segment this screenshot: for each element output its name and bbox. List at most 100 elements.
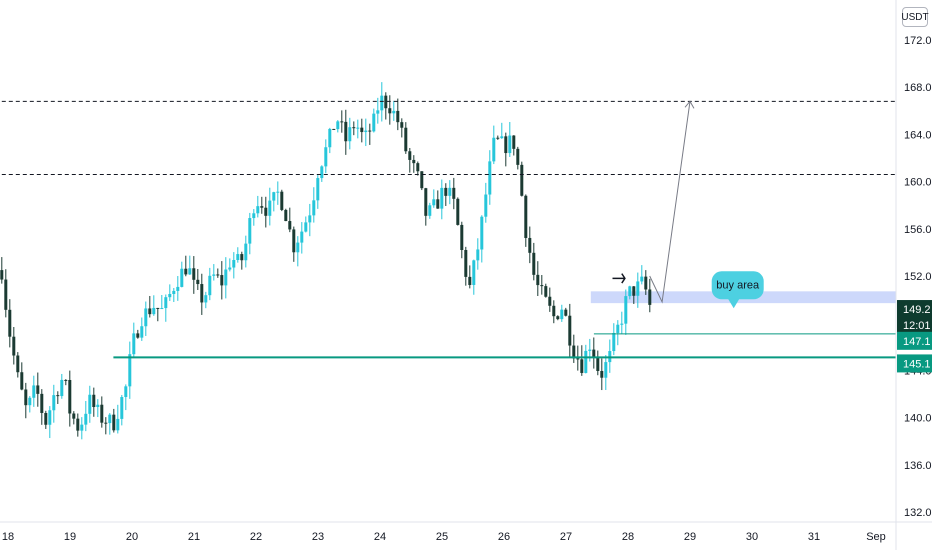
candle-body [240, 254, 244, 261]
candle-body [408, 151, 412, 160]
x-tick-label: 25 [436, 531, 448, 543]
candle-body [96, 404, 100, 408]
x-tick-label: 24 [374, 531, 386, 543]
candle-body [292, 229, 296, 253]
candle-body [140, 326, 144, 338]
candle-body [148, 308, 152, 315]
candle-body [72, 413, 76, 419]
candle-body [260, 206, 264, 208]
candle-body [104, 422, 108, 424]
candle-body [604, 362, 608, 378]
candle-body [20, 372, 24, 390]
last-price-badge: 149.2 12:01 [897, 300, 932, 335]
candle-body [84, 413, 88, 425]
candle-body [216, 274, 220, 276]
candle-body [36, 385, 40, 394]
candle-body [392, 110, 396, 114]
candle-body [420, 171, 424, 189]
bar-countdown: 12:01 [903, 320, 931, 332]
candle-body [380, 95, 384, 111]
candle-body [508, 135, 512, 154]
candle-body [488, 161, 492, 195]
candle-body [0, 270, 4, 280]
y-tick-label: 160.0 [904, 177, 932, 189]
candle-body [308, 215, 312, 223]
candle-body [416, 163, 420, 172]
candle-body [272, 192, 276, 201]
candle-body [440, 187, 444, 209]
buy-area-label: buy area [716, 279, 760, 291]
candle-body [208, 275, 212, 296]
candle-body [8, 309, 12, 337]
candle-body [628, 286, 632, 297]
x-tick-label: 18 [2, 531, 14, 543]
drawing-layer[interactable]: buy area [612, 100, 764, 309]
candle-body [120, 397, 124, 419]
candle-body [412, 159, 416, 164]
currency-selector[interactable]: USDT [901, 7, 929, 27]
candle-body [368, 130, 372, 132]
y-tick-label: 152.0 [904, 271, 932, 283]
y-tick-label: 172.0 [904, 35, 932, 47]
level-1-value: 147.1 [903, 336, 931, 348]
candle-body [504, 136, 508, 154]
candle-body [60, 379, 64, 397]
candle-body [64, 379, 68, 381]
callout-bubble [711, 271, 764, 300]
candle-body [224, 269, 228, 286]
candle-body [496, 137, 500, 139]
candle-body [92, 394, 96, 408]
candle-body [536, 274, 540, 286]
time-axis-labels: 18 19 20 21 22 23 24 25 26 27 28 29 30 31 Sep [2, 531, 886, 543]
y-tick-label: 168.0 [904, 82, 932, 94]
candle-body [212, 274, 216, 276]
candle-body [24, 389, 28, 406]
candle-body [388, 108, 392, 114]
candle-body [248, 218, 252, 244]
candle-body [340, 121, 344, 123]
candle-body [100, 404, 104, 423]
candle-body [252, 213, 256, 219]
x-tick-label: 20 [126, 531, 138, 543]
candle-body [180, 268, 184, 287]
candle-body [592, 349, 596, 358]
candle-body [136, 333, 140, 338]
price-axis-panel[interactable] [896, 0, 932, 550]
candle-body [520, 164, 524, 196]
candle-body [596, 357, 600, 371]
buy-area-callout[interactable]: buy area [711, 271, 764, 309]
candle-body [28, 397, 32, 406]
candle-body [456, 198, 460, 225]
candle-body [636, 281, 640, 296]
x-tick-label: 29 [684, 531, 696, 543]
y-tick-label: 164.0 [904, 129, 932, 141]
x-tick-label: 22 [250, 531, 262, 543]
candle-body [288, 221, 292, 230]
candle-body [116, 418, 120, 431]
candle-body [556, 316, 560, 320]
candle-body [300, 231, 304, 243]
candle-body [44, 412, 48, 425]
candle-body [68, 379, 72, 414]
candle-body [588, 349, 592, 351]
candle-body [648, 289, 652, 305]
candle-body [48, 410, 52, 425]
candle-body [584, 350, 588, 373]
arrow-head [684, 100, 695, 109]
candle-body [80, 424, 84, 431]
candle-body [620, 323, 624, 325]
candle-body [396, 110, 400, 123]
candle-body [472, 260, 476, 285]
candle-body [196, 279, 200, 285]
candle-body [632, 286, 636, 296]
candle-body [376, 110, 380, 114]
candle-body [188, 268, 192, 275]
candle-body [328, 128, 332, 148]
x-tick-label: 27 [560, 531, 572, 543]
candle-body [336, 121, 340, 130]
candle-body [172, 290, 176, 294]
candle-body [436, 199, 440, 209]
candle-body [164, 297, 168, 309]
price-badges: 149.2 12:01 147.1 145.1 [897, 300, 932, 373]
